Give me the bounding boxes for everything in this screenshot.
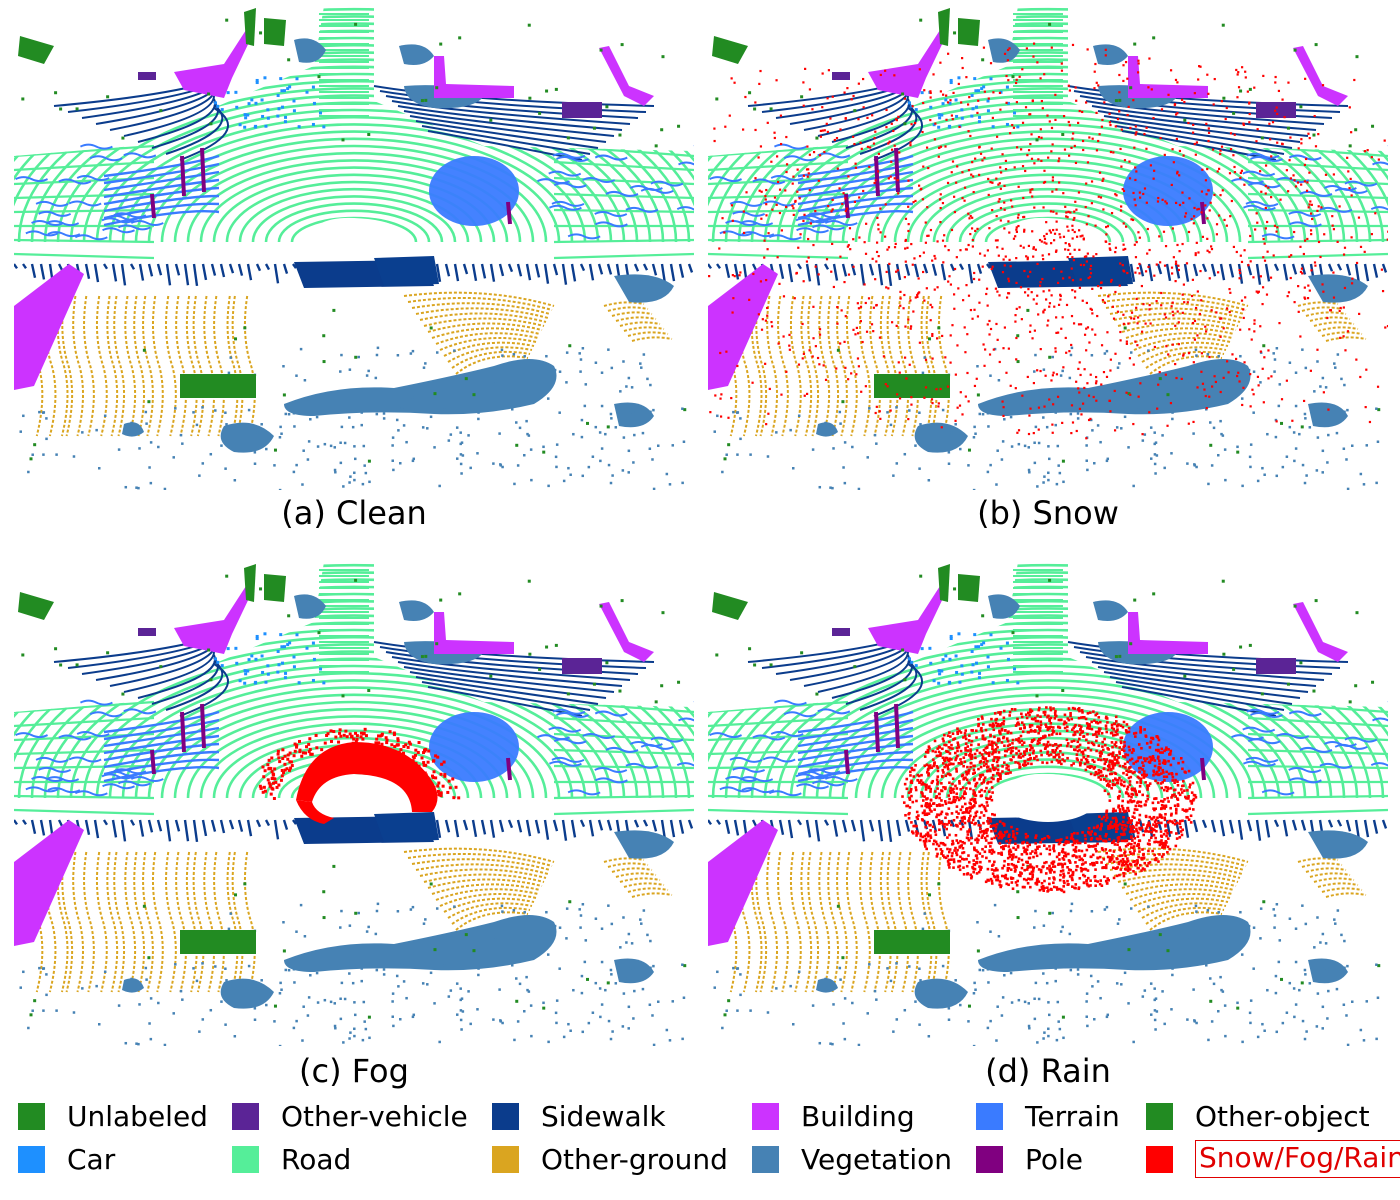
legend-label: Pole	[1025, 1142, 1084, 1176]
caption-snow: (b) Snow	[977, 494, 1119, 532]
legend-item-sidewalk: Sidewalk	[492, 1096, 666, 1136]
panel-snow	[708, 6, 1388, 490]
legend-swatch	[1146, 1145, 1173, 1173]
legend-label: Other-object	[1195, 1099, 1370, 1133]
legend-label: Sidewalk	[541, 1099, 666, 1133]
legend-label: Other-ground	[541, 1142, 728, 1176]
legend-item-terrain: Terrain	[976, 1096, 1120, 1136]
legend-label-highlighted: Snow/Fog/Rain	[1195, 1140, 1400, 1178]
caption-rain: (d) Rain	[985, 1052, 1111, 1090]
panel-clean	[14, 6, 694, 490]
legend-swatch	[232, 1145, 259, 1173]
legend-swatch	[752, 1102, 779, 1130]
panel-rain	[708, 562, 1388, 1046]
legend-label: Road	[281, 1142, 352, 1176]
noise-points	[901, 706, 1198, 894]
scene	[14, 562, 694, 1046]
legend-swatch	[1146, 1102, 1173, 1130]
legend-item-unlabeled: Unlabeled	[18, 1096, 208, 1136]
legend-item-pole: Pole	[976, 1139, 1083, 1179]
legend-item-other-object: Other-object	[1146, 1096, 1370, 1136]
noise-points	[258, 727, 461, 824]
legend-swatch	[492, 1145, 519, 1173]
legend-swatch	[18, 1145, 45, 1173]
legend-item-vegetation: Vegetation	[752, 1139, 952, 1179]
caption-fog: (c) Fog	[299, 1052, 409, 1090]
legend-item-other-ground: Other-ground	[492, 1139, 728, 1179]
legend-item-road: Road	[232, 1139, 351, 1179]
legend-item-other-vehicle: Other-vehicle	[232, 1096, 468, 1136]
legend-label: Car	[67, 1142, 116, 1176]
legend-swatch	[18, 1102, 45, 1130]
legend-label: Vegetation	[801, 1142, 952, 1176]
legend-swatch	[976, 1102, 1003, 1130]
caption-clean: (a) Clean	[281, 494, 427, 532]
legend-item-building: Building	[752, 1096, 915, 1136]
legend-label: Other-vehicle	[281, 1099, 468, 1133]
legend-label: Unlabeled	[67, 1099, 208, 1133]
scene	[708, 6, 1388, 490]
legend-item-car: Car	[18, 1139, 115, 1179]
legend-item-snow-fog-rain: Snow/Fog/Rain	[1146, 1139, 1400, 1179]
legend-swatch	[492, 1102, 519, 1130]
point-cloud-fog	[14, 562, 694, 1046]
legend-label: Terrain	[1025, 1099, 1120, 1133]
legend-label: Building	[801, 1099, 915, 1133]
point-cloud-snow	[708, 6, 1388, 490]
legend-swatch	[976, 1145, 1003, 1173]
road-rings	[14, 6, 694, 243]
legend-swatch	[232, 1102, 259, 1130]
legend: Unlabeled Other-vehicle Sidewalk Buildin…	[0, 1096, 1400, 1196]
noise-points	[708, 42, 1388, 440]
scene	[14, 6, 694, 490]
point-cloud-rain	[708, 562, 1388, 1046]
point-cloud-clean	[14, 6, 694, 490]
panel-fog	[14, 562, 694, 1046]
road-rings	[708, 6, 1388, 243]
legend-swatch	[752, 1145, 779, 1173]
